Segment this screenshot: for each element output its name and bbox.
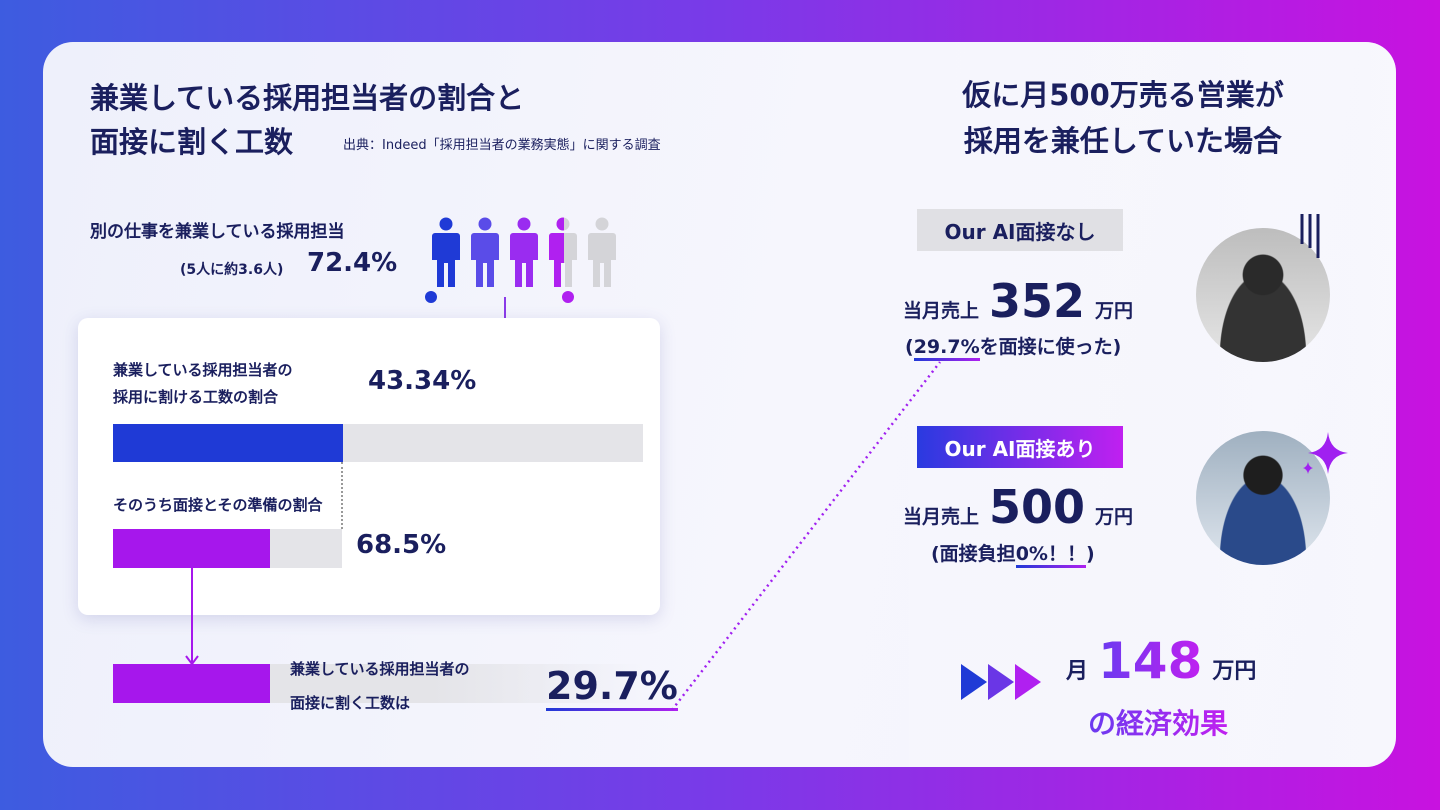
- effect-amount: 月 148 万円: [1066, 632, 1257, 690]
- person-icon: [588, 217, 616, 287]
- ratio2-bar: [113, 529, 342, 568]
- sparkle-icon: [1303, 432, 1348, 474]
- effect-label: の経済効果: [1088, 702, 1228, 742]
- without-note: (29.7%を面接に使った): [905, 332, 1121, 361]
- person-photo-color: [1196, 431, 1330, 565]
- ratio2-pct: 68.5%: [356, 530, 447, 560]
- result-label: 兼業している採用担当者の 面接に割く工数は: [290, 660, 470, 712]
- ratio1-bar: [113, 424, 643, 462]
- ratio1-bar-fill: [113, 424, 343, 462]
- result-pct: 29.7%: [546, 664, 678, 711]
- ratio2-label: そのうち面接とその準備の割合: [113, 496, 323, 514]
- person-icon: [432, 217, 460, 287]
- without-ai-tag: Our AI面接なし: [917, 209, 1123, 251]
- triple-arrow-icon: [961, 664, 1041, 700]
- down-arrow: [185, 568, 199, 666]
- ratio1-label: 兼業している採用担当者の 採用に割ける工数の割合: [113, 361, 293, 406]
- ratio2-bar-fill: [113, 529, 270, 568]
- side-job-label: 別の仕事を兼業している採用担当: [90, 222, 345, 242]
- left-title: 兼業している採用担当者の割合と 面接に割く工数: [90, 81, 525, 159]
- result-bar-fill: [113, 664, 271, 703]
- ratio1-pct: 43.34%: [368, 366, 477, 396]
- side-job-sub: (5人に約3.6人): [180, 262, 284, 278]
- with-ai-tag: Our AI面接あり: [917, 426, 1123, 468]
- gloom-lines-icon: [1300, 214, 1320, 258]
- person-icon: [471, 217, 499, 287]
- side-job-pct: 72.4%: [307, 248, 398, 278]
- infographic-card: 兼業している採用担当者の割合と 面接に割く工数 出典：Indeed「採用担当者の…: [43, 42, 1396, 767]
- source-note: 出典：Indeed「採用担当者の業務実態」に関する調査: [343, 138, 661, 153]
- with-note: (面接負担0%！！): [931, 539, 1095, 568]
- without-sales: 当月売上 352 万円: [903, 274, 1134, 328]
- person-photo-grayscale: [1196, 228, 1330, 362]
- right-title: 仮に月500万売る営業が 採用を兼任していた場合: [962, 78, 1284, 158]
- person-icon: [510, 217, 538, 287]
- dotted-connector: [341, 462, 343, 529]
- with-sales: 当月売上 500 万円: [903, 480, 1134, 534]
